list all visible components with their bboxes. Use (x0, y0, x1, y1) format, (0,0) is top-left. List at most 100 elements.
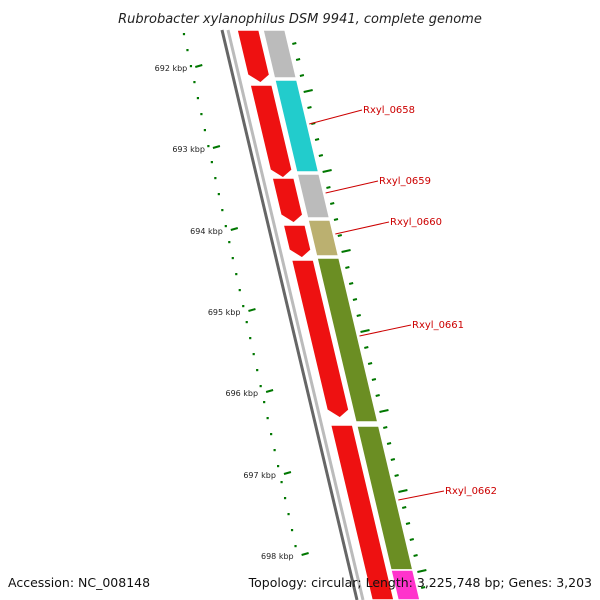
right-tick (307, 106, 312, 109)
right-tick (348, 282, 354, 285)
ruler-dot (203, 129, 206, 132)
ruler-tick-label: 697 kbp (243, 471, 276, 480)
ruler-dot (294, 545, 297, 548)
right-tick (413, 554, 418, 557)
ruler-tick-label: 694 kbp (190, 227, 223, 236)
gene-label-rxyl_0661[interactable]: Rxyl_0661 (412, 320, 464, 331)
ruler-tick-label: 693 kbp (172, 145, 205, 154)
right-tick (329, 202, 335, 205)
gene-label-leader (398, 490, 445, 501)
ruler-dot (221, 209, 224, 212)
cds-arrow-2 (249, 84, 293, 179)
gene-segment-rxyl_0661 (316, 257, 379, 423)
ruler-tick (301, 552, 309, 556)
gene-segment-rxyl_0660 (307, 219, 340, 257)
right-tick (299, 74, 305, 77)
right-tick (314, 138, 320, 141)
right-tick (379, 409, 389, 413)
cds-arrow-6 (329, 424, 395, 600)
ruler-dot (238, 289, 241, 292)
right-tick (386, 442, 392, 445)
ruler-tick-label: 698 kbp (261, 552, 294, 561)
right-tick (409, 538, 415, 541)
right-tick (318, 154, 324, 157)
right-tick (420, 586, 426, 589)
right-tick (360, 329, 370, 333)
ruler-dot (207, 145, 210, 148)
right-tick-marks (292, 42, 427, 589)
ruler-dot (231, 257, 234, 260)
ruler-dot (228, 241, 231, 244)
ruler-dot (210, 161, 213, 164)
genome-title: Rubrobacter xylanophilus DSM 9941, compl… (118, 12, 482, 27)
ruler-tick (195, 64, 203, 68)
right-tick (311, 122, 316, 125)
right-tick (390, 458, 396, 461)
cds-track (236, 29, 395, 600)
ruler-dot (200, 113, 203, 116)
ruler-tick (283, 471, 292, 475)
ruler-dot (263, 401, 266, 404)
ruler-dot (280, 481, 283, 484)
right-tick (394, 474, 399, 477)
right-tick (352, 298, 358, 301)
gene-label-rxyl_0660[interactable]: Rxyl_0660 (390, 217, 442, 228)
right-tick (383, 426, 388, 429)
right-tick (295, 58, 301, 61)
genome-summary-text: Topology: circular; Length: 3,225,748 bp… (248, 575, 592, 590)
kbp-ruler: 692 kbp 693 kbp 694 kbp 695 kbp 696 kbp 697 k… (155, 33, 309, 561)
ruler-dot (252, 353, 255, 356)
ruler-dot (266, 417, 269, 420)
ruler-dot (182, 33, 186, 36)
gene-label-rxyl_0659[interactable]: Rxyl_0659 (379, 176, 431, 187)
right-tick (371, 378, 377, 381)
right-tick (303, 89, 313, 93)
right-tick (417, 569, 427, 573)
ruler-dot (256, 369, 259, 372)
gene-segment-rxyl_0659 (296, 173, 331, 219)
right-tick (326, 186, 331, 189)
ruler-tick (265, 389, 274, 393)
ruler-dot (283, 497, 287, 500)
ruler-dot (270, 433, 273, 436)
gene-label-leader (359, 324, 412, 337)
right-tick (375, 394, 380, 397)
right-tick (364, 346, 369, 349)
gene-segment-upstream (262, 29, 298, 79)
right-tick (322, 169, 332, 173)
cds-arrow-1 (236, 29, 271, 84)
ruler-dot (186, 49, 189, 52)
right-tick (367, 362, 373, 365)
backbone-line-outer (220, 29, 359, 600)
right-tick (356, 314, 361, 317)
ruler-dot (277, 465, 280, 468)
gene-label-rxyl_0658[interactable]: Rxyl_0658 (363, 105, 415, 116)
ruler-tick (248, 308, 256, 312)
ruler-dot (189, 65, 193, 68)
gene-segment-downstream (389, 569, 421, 600)
gene-labels: Rxyl_0658 Rxyl_0659 Rxyl_0660 Rxyl_0661 Rxyl… (309, 105, 497, 501)
right-tick (405, 522, 411, 525)
accession-text: Accession: NC_008148 (8, 575, 150, 590)
gene-label-rxyl_0662[interactable]: Rxyl_0662 (445, 486, 497, 497)
right-tick (341, 249, 351, 253)
gene-label-leader (335, 221, 390, 235)
gene-label-leader (325, 180, 379, 194)
ruler-dot (196, 97, 200, 100)
gene-label-leader (309, 109, 363, 125)
cds-arrow-4 (282, 224, 312, 259)
ruler-tick (230, 227, 239, 231)
ruler-dot (224, 225, 227, 228)
right-tick (333, 218, 339, 221)
backbone-line-inner (226, 29, 365, 600)
ruler-dot (290, 529, 294, 532)
right-tick (398, 489, 408, 493)
gene-track (262, 29, 421, 600)
ruler-dot (245, 321, 248, 324)
ruler-dot (249, 337, 252, 340)
ruler-tick-label: 692 kbp (155, 64, 188, 73)
ruler-dot (273, 449, 276, 452)
gene-segment-rxyl_0658 (273, 79, 320, 173)
ruler-dot (242, 305, 245, 308)
